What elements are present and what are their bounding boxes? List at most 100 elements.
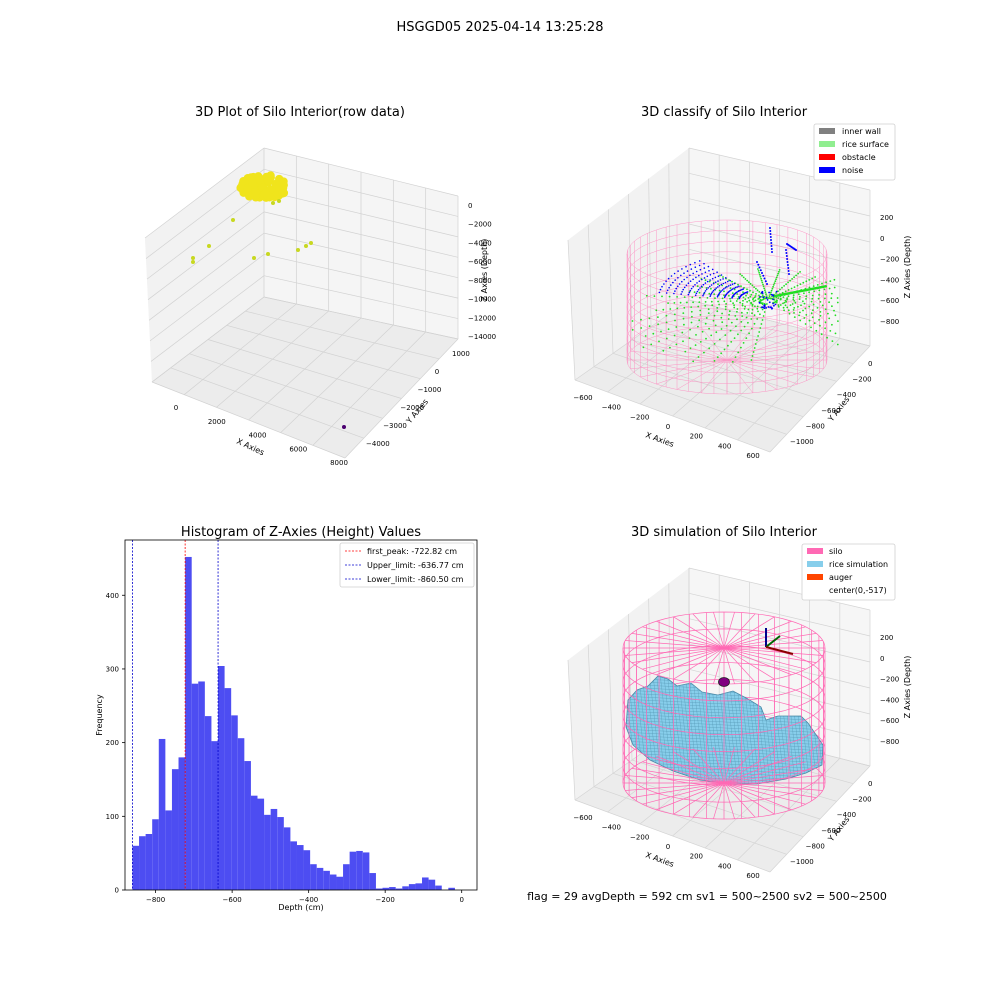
histogram-bar [369, 873, 376, 890]
rice-surface-point [812, 285, 815, 287]
rice-surface-point [742, 291, 744, 293]
rice-surface-point [793, 300, 796, 302]
rice-surface-point [679, 301, 682, 304]
silo-spoke [713, 747, 725, 784]
noise-point [724, 281, 727, 284]
rice-surface-point [759, 298, 762, 301]
rice-surface-point [804, 323, 807, 325]
histogram-bar [329, 874, 337, 890]
noise-point [728, 290, 730, 293]
sim-x-axis-label: X Axies [644, 850, 675, 869]
grid-line [668, 163, 671, 314]
rice-surface-point [750, 327, 753, 330]
raw-point [239, 176, 248, 186]
rice-surface-point [758, 331, 761, 333]
rice-surface-point [737, 283, 739, 286]
auger-y-arrow [765, 635, 781, 648]
noise-point [698, 280, 701, 283]
noise-point [772, 298, 774, 301]
raw-point [248, 178, 257, 187]
mesh-line [688, 676, 703, 784]
raw-x-axis-label: X Axies [235, 437, 266, 458]
rice-surface-point [731, 292, 734, 294]
noise-point [788, 273, 790, 275]
rice-surface-point [736, 310, 738, 313]
rice-surface-point [631, 329, 634, 331]
classify-y-tick-label: −800 [806, 422, 825, 430]
noise-point [762, 274, 765, 277]
rice-surface-point [705, 317, 708, 319]
rice-surface-point [736, 298, 739, 300]
rice-surface-point [748, 299, 751, 302]
grid-line [688, 198, 871, 243]
noise-point [703, 267, 706, 269]
histogram-x-tick-label: −800 [146, 896, 165, 904]
raw-z-tick-label: −2000 [468, 221, 492, 229]
rice-surface-point [819, 301, 822, 303]
sim-x-tick-label: −200 [630, 833, 649, 841]
sim-y-tick-label: −1000 [790, 858, 814, 866]
silo-spoke [723, 633, 817, 649]
silo-spoke [723, 755, 792, 784]
rice-surface-point [733, 337, 736, 339]
sim-z-tick-label: −600 [880, 717, 899, 725]
noise-point [704, 290, 707, 292]
sim-y-tick-label: −800 [806, 842, 825, 850]
rice-surface-point [704, 304, 707, 307]
rice-surface-point [640, 318, 642, 321]
rice-surface-point [719, 274, 721, 277]
histogram-bar [211, 741, 219, 890]
legend-label-obstacle: obstacle [842, 153, 876, 162]
rice-surface-point [729, 287, 732, 289]
rice-surface-point [690, 321, 693, 324]
rice-surface-point [675, 343, 678, 346]
noise-point [786, 258, 789, 260]
rice-surface-point [760, 323, 763, 325]
histogram-y-tick-label: 100 [106, 813, 119, 821]
rice-surface-point [770, 291, 772, 294]
silo-spoke [673, 782, 725, 815]
noise-point [685, 284, 688, 287]
rice-surface-point [797, 272, 799, 275]
mesh-line [691, 676, 707, 784]
rice-surface-point [792, 298, 795, 301]
noise-point [709, 274, 712, 276]
rice-surface-point [697, 325, 699, 328]
noise-point [703, 291, 706, 294]
silo-spoke [673, 751, 725, 784]
sim-z-axis-label: Z Axies (Depth) [903, 656, 912, 719]
noise-point [770, 248, 773, 250]
rice-surface-point [833, 286, 836, 289]
rice-surface-point [740, 346, 742, 349]
noise-point [674, 279, 676, 281]
rice-surface-point [776, 274, 779, 277]
rice-surface-point [742, 299, 744, 302]
grid-line [587, 224, 595, 367]
rice-surface-point [824, 321, 827, 324]
rice-surface-point [657, 316, 659, 318]
silo-spoke [723, 612, 735, 649]
rice-surface-point [793, 316, 796, 318]
rice-surface-point [747, 321, 749, 324]
rice-surface-point [796, 284, 799, 287]
histogram-y-axis-label: Frequency [95, 694, 104, 736]
mesh-line [626, 728, 823, 740]
raw-y-tick-label: −1000 [418, 386, 442, 394]
noise-point [719, 279, 722, 281]
rice-surface-point [831, 340, 834, 342]
raw-x-tick-label: 2000 [208, 418, 226, 426]
rice-surface-point [789, 304, 792, 306]
silo-spoke [642, 647, 725, 670]
sim-y-tick-label: 0 [868, 780, 872, 788]
classify-panel: 3D classify of Silo Interior −600 −400 −20… [567, 105, 912, 460]
noise-point [756, 261, 758, 263]
rice-surface-point [802, 309, 804, 312]
grid-line [688, 147, 871, 191]
rice-surface-point [792, 309, 795, 311]
rice-surface-point [747, 308, 750, 311]
rice-surface-point [775, 296, 778, 299]
rice-surface-point [805, 314, 808, 316]
silo-spoke [723, 647, 817, 663]
rice-surface-point [754, 295, 757, 297]
legend-swatch-silo [807, 548, 823, 554]
